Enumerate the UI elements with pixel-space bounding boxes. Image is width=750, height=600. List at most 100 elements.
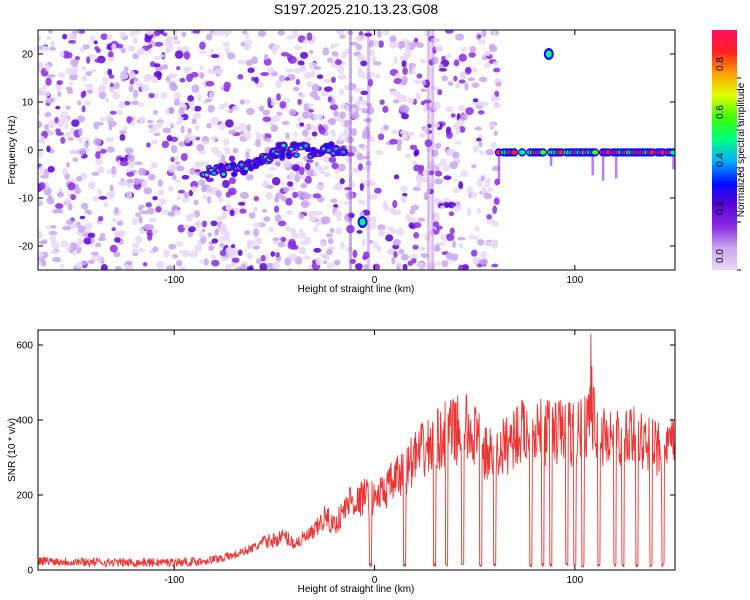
heatmap-cell	[222, 146, 230, 151]
heatmap-cell	[113, 251, 121, 258]
heatmap-cell	[458, 79, 466, 84]
heatmap-cell	[142, 262, 148, 267]
heatmap-cell	[226, 52, 236, 60]
heatmap-cell	[286, 181, 294, 187]
heatmap-cell	[177, 46, 183, 52]
heatmap-cell	[490, 141, 497, 149]
heatmap-cell	[391, 208, 397, 216]
heatmap-cell	[146, 142, 151, 148]
heatmap-cell	[279, 101, 287, 109]
heatmap-cell	[50, 225, 57, 229]
heatmap-cell	[478, 140, 483, 148]
heatmap-cell	[38, 170, 45, 176]
heatmap-cell	[143, 224, 151, 230]
heatmap-cell	[147, 129, 155, 134]
heatmap-cell	[204, 173, 209, 177]
heatmap-cell	[146, 207, 155, 215]
heatmap-cell	[119, 130, 127, 135]
heatmap-cell	[341, 150, 346, 154]
heatmap-cell	[265, 173, 275, 179]
heatmap-cell	[162, 127, 172, 134]
heatmap-cell	[306, 32, 313, 41]
heatmap-cell	[106, 34, 113, 40]
heatmap-cell	[38, 150, 44, 158]
heatmap-cell	[274, 195, 279, 203]
heatmap-cell	[362, 155, 370, 160]
heatmap-cell	[445, 54, 452, 59]
heatmap-cell	[148, 92, 155, 99]
heatmap-cell	[157, 179, 164, 187]
heatmap-cell	[492, 30, 497, 37]
heatmap-cell	[493, 103, 502, 108]
heatmap-cell	[423, 232, 430, 242]
heatmap-cell	[176, 165, 185, 172]
heatmap-cell	[177, 189, 185, 194]
heatmap-cell	[252, 245, 261, 250]
heatmap-cell	[107, 57, 115, 63]
heatmap-cell	[368, 222, 377, 230]
heatmap-cell	[252, 222, 261, 228]
heatmap-cell	[265, 191, 273, 200]
heatmap-cell	[392, 238, 402, 246]
heatmap-cell	[51, 241, 60, 250]
heatmap-cell	[297, 98, 302, 106]
heatmap-cell	[77, 237, 84, 245]
heatmap-cell	[124, 147, 134, 154]
heatmap-cell	[61, 167, 68, 175]
heatmap-cell	[271, 115, 280, 123]
heatmap-cell	[38, 35, 42, 41]
heatmap-cell	[430, 37, 438, 44]
heatmap-cell	[181, 174, 190, 180]
heatmap-cell	[98, 215, 104, 222]
heatmap-cell	[199, 71, 205, 79]
heatmap-cell	[232, 172, 237, 176]
heatmap-cell	[254, 237, 263, 245]
heatmap-cell	[150, 139, 158, 145]
heatmap-cell	[220, 154, 226, 163]
heatmap-cell	[441, 259, 449, 268]
heatmap-cell	[135, 212, 141, 218]
heatmap-cell	[123, 101, 131, 106]
heatmap-cell	[452, 205, 462, 212]
heatmap-cell	[174, 50, 184, 59]
heatmap-cell	[394, 73, 401, 80]
heatmap-cell	[385, 234, 394, 242]
heatmap-cell	[418, 164, 425, 172]
heatmap-cell	[334, 227, 343, 235]
heatmap-cell	[363, 264, 368, 270]
heatmap-cell	[179, 77, 186, 83]
heatmap-cell	[161, 209, 170, 215]
heatmap-cell	[70, 59, 79, 67]
colorbar-label: Normalized spectral amplitude	[736, 82, 747, 217]
heatmap-cell	[38, 182, 46, 190]
heatmap-streak	[348, 30, 352, 270]
heatmap-cell	[459, 71, 467, 79]
heatmap-cell	[344, 186, 352, 191]
heatmap-cell	[176, 194, 182, 201]
heatmap-cell	[348, 176, 353, 183]
heatmap-cell	[109, 193, 114, 200]
heatmap-cell	[103, 201, 109, 208]
heatmap-cell	[342, 138, 348, 143]
heatmap-cell	[138, 167, 147, 176]
heatmap-cell	[402, 67, 408, 75]
heatmap-cell	[360, 99, 368, 106]
heatmap-cell	[111, 226, 116, 232]
heatmap-cell	[119, 31, 127, 38]
heatmap-cell	[417, 261, 426, 270]
heatmap-cell	[348, 95, 355, 103]
heatmap-cell	[472, 235, 479, 241]
heatmap-cell	[427, 123, 432, 129]
heatmap-cell	[405, 214, 411, 222]
heatmap-cell	[400, 253, 409, 261]
heatmap-cell	[375, 150, 384, 155]
heatmap-cell	[92, 196, 100, 202]
heatmap-cell	[95, 48, 101, 54]
heatmap-cell	[345, 152, 355, 157]
heatmap-cell	[255, 258, 262, 265]
heatmap-cell	[238, 123, 247, 132]
heatmap-cell	[64, 131, 72, 138]
heatmap-cell	[306, 147, 311, 152]
heatmap-cell	[268, 121, 274, 126]
heatmap-cell	[77, 100, 82, 106]
